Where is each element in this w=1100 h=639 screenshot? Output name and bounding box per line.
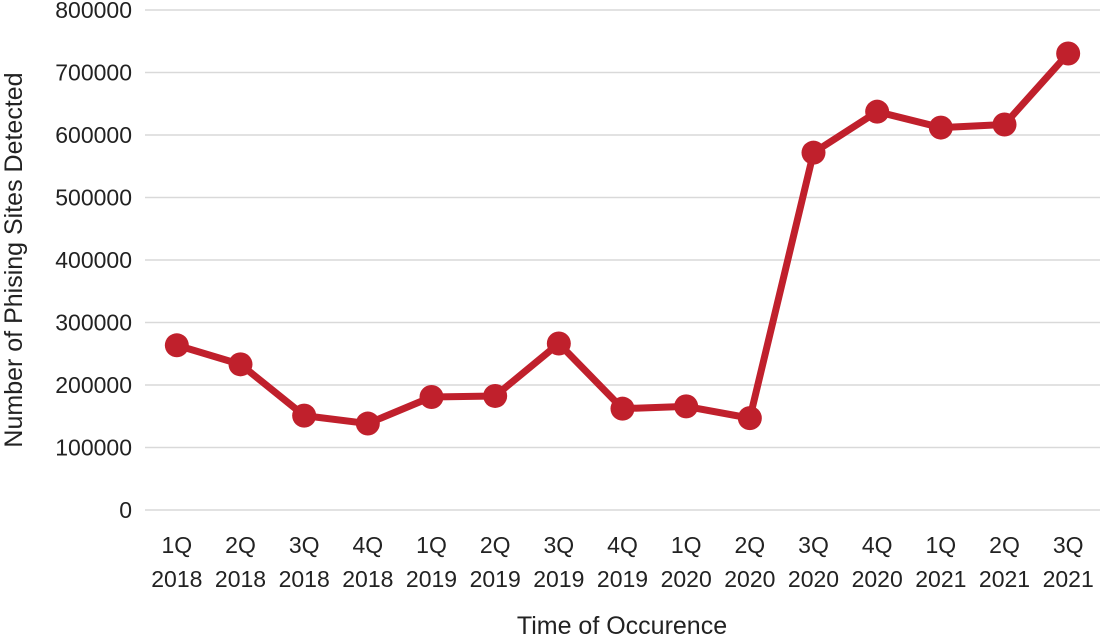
x-tick-label-quarter: 2Q (480, 532, 511, 558)
series (164, 41, 1081, 436)
x-tick-label-year: 2019 (533, 566, 584, 592)
data-point (992, 112, 1017, 137)
x-tick-label-year: 2021 (1043, 566, 1094, 592)
data-point (674, 394, 699, 419)
y-tick-label: 0 (119, 497, 132, 523)
y-tick-label: 100000 (55, 435, 132, 461)
x-tick-label-year: 2020 (661, 566, 712, 592)
x-tick-label-year: 2019 (597, 566, 648, 592)
x-tick-label-quarter: 1Q (416, 532, 447, 558)
data-point (737, 406, 762, 431)
x-tick-label-quarter: 1Q (161, 532, 192, 558)
y-tick-label: 500000 (55, 185, 132, 211)
x-tick-label-quarter: 4Q (862, 532, 893, 558)
data-point (164, 333, 189, 358)
x-axis-title: Time of Occurence (517, 612, 727, 639)
y-tick-label: 200000 (55, 372, 132, 398)
y-tick-label: 800000 (55, 0, 132, 23)
x-tick-label-year: 2018 (342, 566, 393, 592)
x-tick-label-year: 2018 (151, 566, 202, 592)
data-point (610, 396, 635, 421)
y-tick-label: 600000 (55, 122, 132, 148)
x-tick-label-quarter: 4Q (352, 532, 383, 558)
x-tick-label-quarter: 3Q (289, 532, 320, 558)
data-point (1056, 41, 1081, 66)
x-tick-label-quarter: 3Q (543, 532, 574, 558)
y-tick-label: 700000 (55, 60, 132, 86)
data-point (355, 411, 380, 436)
data-point (292, 403, 317, 428)
y-axis-title: Number of Phising Sites Detected (0, 72, 28, 447)
data-point (865, 99, 890, 124)
data-point (228, 352, 253, 377)
y-axis-tick-labels: 0 100000 200000 300000 400000 500000 600000 700… (55, 0, 132, 523)
data-point (419, 385, 444, 410)
x-tick-label-year: 2019 (470, 566, 521, 592)
series-line (173, 50, 1072, 428)
x-tick-label-year: 2021 (915, 566, 966, 592)
x-tick-label-quarter: 4Q (607, 532, 638, 558)
x-tick-label-quarter: 2Q (225, 532, 256, 558)
x-axis-tick-labels: 1Q 2018 2Q 2018 3Q 2018 4Q 2018 1Q 2019 2Q 2019 3Q 20… (151, 532, 1094, 592)
x-tick-label-quarter: 3Q (1053, 532, 1084, 558)
y-tick-label: 300000 (55, 310, 132, 336)
x-tick-label-year: 2018 (279, 566, 330, 592)
y-tick-label: 400000 (55, 247, 132, 273)
x-tick-label-quarter: 1Q (671, 532, 702, 558)
x-tick-label-year: 2020 (788, 566, 839, 592)
x-tick-label-year: 2018 (215, 566, 266, 592)
data-point (928, 115, 953, 140)
x-tick-label-year: 2020 (724, 566, 775, 592)
x-tick-label-year: 2020 (852, 566, 903, 592)
data-point (546, 331, 571, 356)
x-tick-label-quarter: 3Q (798, 532, 829, 558)
data-point (801, 140, 826, 165)
data-point (483, 383, 508, 408)
x-tick-label-quarter: 2Q (734, 532, 765, 558)
gridlines (145, 9, 1100, 511)
x-tick-label-quarter: 1Q (925, 532, 956, 558)
x-tick-label-year: 2019 (406, 566, 457, 592)
x-tick-label-year: 2021 (979, 566, 1030, 592)
x-tick-label-quarter: 2Q (989, 532, 1020, 558)
